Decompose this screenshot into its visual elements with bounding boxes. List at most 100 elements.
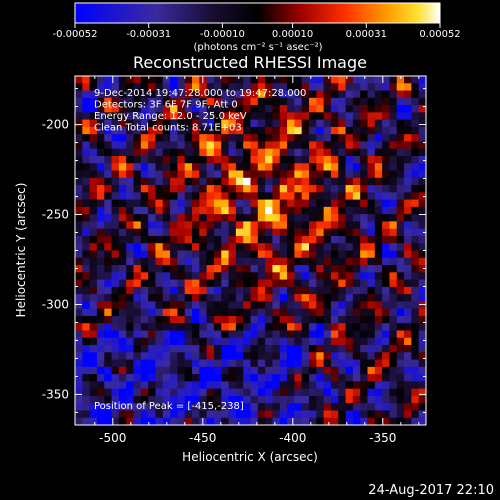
- heatmap-cell: [272, 272, 281, 281]
- heatmap-cell: [287, 170, 295, 179]
- heatmap-cell: [352, 359, 361, 368]
- heatmap-cell: [323, 155, 332, 164]
- heatmap-cell: [287, 192, 295, 201]
- heatmap-cell: [330, 265, 339, 273]
- heatmap-cell: [404, 119, 412, 128]
- heatmap-cell: [155, 243, 164, 252]
- heatmap-cell: [316, 206, 325, 215]
- heatmap-cell: [228, 192, 237, 201]
- heatmap-cell: [89, 395, 98, 404]
- heatmap-cell: [96, 126, 105, 135]
- heatmap-cell: [301, 83, 310, 92]
- heatmap-cell: [345, 294, 354, 302]
- heatmap-cell: [170, 235, 178, 244]
- heatmap-cell: [133, 417, 142, 425]
- heatmap-cell: [89, 192, 98, 201]
- heatmap-cell: [213, 214, 222, 223]
- heatmap-cell: [279, 221, 288, 230]
- heatmap-cell: [352, 257, 361, 266]
- heatmap-cell: [170, 301, 178, 310]
- heatmap-cell: [250, 112, 259, 121]
- heatmap-cell: [162, 286, 171, 295]
- heatmap-cell: [301, 374, 310, 382]
- heatmap-cell: [309, 286, 317, 295]
- heatmap-cell: [199, 272, 208, 281]
- heatmap-cell: [82, 112, 91, 121]
- heatmap-cell: [279, 126, 288, 135]
- heatmap-cell: [272, 352, 281, 361]
- heatmap-cell: [316, 90, 325, 99]
- heatmap-cell: [367, 192, 376, 201]
- heatmap-cell: [338, 374, 347, 382]
- heatmap-cell: [345, 395, 354, 404]
- heatmap-cell: [75, 337, 83, 346]
- heatmap-cell: [162, 105, 171, 113]
- heatmap-cell: [243, 308, 252, 317]
- heatmap-cell: [272, 345, 281, 353]
- heatmap-cell: [367, 76, 376, 84]
- heatmap-cell: [89, 265, 98, 273]
- heatmap-cell: [206, 105, 215, 113]
- heatmap-cell: [221, 221, 230, 230]
- heatmap-cell: [89, 417, 98, 425]
- heatmap-cell: [221, 97, 230, 106]
- heatmap-cell: [360, 279, 369, 288]
- heatmap-cell: [206, 177, 215, 186]
- heatmap-cell: [367, 214, 376, 223]
- heatmap-cell: [206, 301, 215, 310]
- heatmap-cell: [250, 105, 259, 113]
- heatmap-cell: [199, 352, 208, 361]
- heatmap-cell: [338, 185, 347, 193]
- heatmap-cell: [411, 170, 420, 179]
- heatmap-cell: [338, 235, 347, 244]
- heatmap-cell: [389, 395, 398, 404]
- heatmap-cell: [250, 192, 259, 201]
- heatmap-cell: [75, 177, 83, 186]
- heatmap-cell: [367, 221, 376, 230]
- heatmap-cell: [374, 330, 383, 339]
- heatmap-cell: [352, 403, 361, 412]
- heatmap-cell: [418, 228, 426, 237]
- heatmap-cell: [316, 308, 325, 317]
- heatmap-cell: [155, 257, 164, 266]
- heatmap-cell: [330, 417, 339, 425]
- heatmap-cell: [235, 308, 244, 317]
- heatmap-cell: [206, 214, 215, 223]
- heatmap-cell: [213, 337, 222, 346]
- heatmap-cell: [418, 265, 426, 273]
- heatmap-cell: [133, 177, 142, 186]
- heatmap-cell: [243, 221, 252, 230]
- heatmap-cell: [148, 185, 157, 193]
- heatmap-cell: [301, 388, 310, 397]
- heatmap-cell: [111, 257, 120, 266]
- heatmap-cell: [75, 148, 83, 157]
- heatmap-cell: [309, 366, 317, 375]
- heatmap-cell: [279, 163, 288, 172]
- heatmap-cell: [352, 199, 361, 208]
- heatmap-cell: [221, 308, 230, 317]
- heatmap-cell: [243, 105, 252, 113]
- heatmap-cell: [184, 83, 193, 92]
- heatmap-cell: [301, 315, 310, 324]
- heatmap-cell: [287, 250, 295, 259]
- heatmap-cell: [272, 112, 281, 121]
- heatmap-cell: [111, 163, 120, 172]
- heatmap-cell: [411, 345, 420, 353]
- heatmap-cell: [133, 206, 142, 215]
- colorbar-tick-label: 0.00010: [272, 29, 313, 40]
- heatmap-cell: [389, 279, 398, 288]
- heatmap-cell: [345, 272, 354, 281]
- heatmap-cell: [133, 337, 142, 346]
- heatmap-cell: [338, 257, 347, 266]
- heatmap-cell: [126, 308, 135, 317]
- heatmap-cell: [301, 359, 310, 368]
- heatmap-cell: [228, 199, 237, 208]
- heatmap-cell: [162, 119, 171, 128]
- heatmap-cell: [250, 199, 259, 208]
- heatmap-cell: [257, 119, 266, 128]
- heatmap-cell: [338, 294, 347, 302]
- heatmap-cell: [279, 337, 288, 346]
- heatmap-cell: [309, 148, 317, 157]
- heatmap-cell: [301, 272, 310, 281]
- heatmap-cell: [162, 221, 171, 230]
